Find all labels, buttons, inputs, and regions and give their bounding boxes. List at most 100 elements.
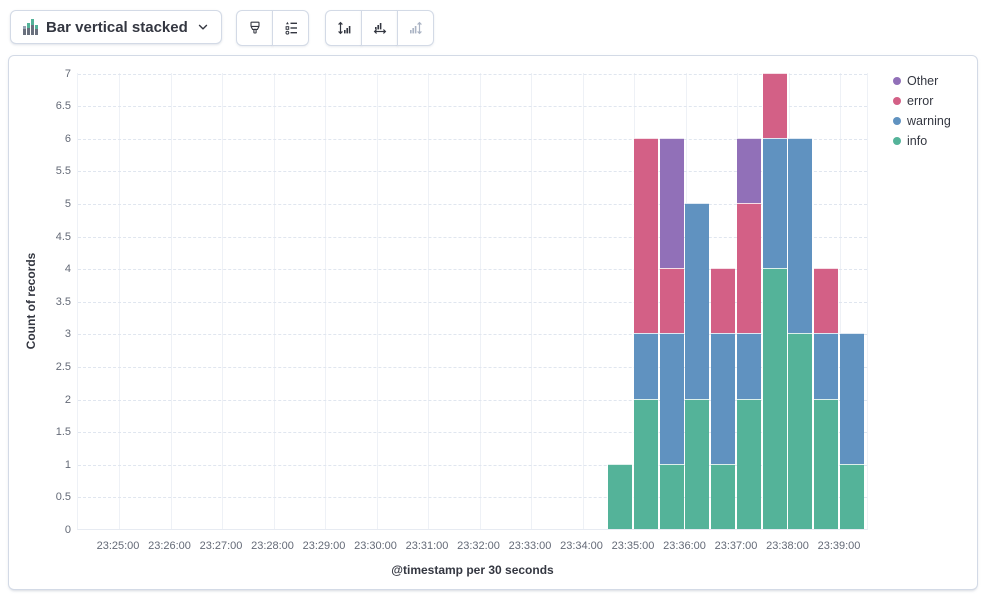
legend-label: info — [907, 134, 928, 148]
bar-segment-warning[interactable] — [814, 333, 838, 399]
y-tick-label: 4.5 — [55, 230, 71, 243]
bar-segment-warning[interactable] — [711, 333, 735, 464]
y-tick-label: 5 — [64, 198, 71, 210]
bar-segment-error[interactable] — [762, 72, 787, 138]
chart-toolbar: Bar vertical stacked — [0, 0, 987, 55]
legend-dot-icon — [893, 77, 901, 85]
x-tick-label: 23:30:00 — [354, 540, 397, 552]
bar-segment-info[interactable] — [839, 463, 864, 529]
vertical-gridline — [170, 73, 172, 529]
horizontal-gridline — [78, 106, 867, 108]
right-axis-icon — [408, 20, 424, 36]
bar-segment-info[interactable] — [633, 398, 658, 529]
bar-segment-warning[interactable] — [633, 333, 658, 399]
y-tick-label: 1 — [64, 458, 71, 471]
legend-item-info[interactable]: info — [893, 134, 951, 148]
bar-segment-error[interactable] — [633, 137, 658, 334]
y-axis-title: Count of records — [24, 252, 38, 350]
y-tick-label: 6 — [64, 132, 71, 145]
y-tick-label: 3 — [64, 328, 71, 341]
bar-segment-Other[interactable] — [659, 137, 684, 269]
vertical-gridline — [840, 73, 841, 529]
y-tick-label: 7 — [64, 67, 71, 80]
axis-button-group — [325, 10, 434, 46]
vertical-gridline — [531, 73, 532, 529]
x-tick-label: 23:25:00 — [96, 540, 140, 552]
legend-item-error[interactable]: error — [893, 94, 951, 108]
horizontal-gridline — [78, 269, 867, 271]
brush-icon — [247, 20, 263, 36]
bottom-axis-button[interactable] — [361, 10, 398, 46]
bar-segment-info[interactable] — [788, 333, 813, 529]
horizontal-gridline — [78, 236, 867, 238]
bar-segment-info[interactable] — [736, 398, 761, 529]
horizontal-gridline — [78, 171, 867, 173]
chart-panel: Count of records 0 0.5 1 1.5 2 2.5 3 3.5 4 4.5 5 5.… — [8, 55, 978, 590]
horizontal-gridline — [78, 497, 867, 499]
horizontal-gridline — [78, 301, 867, 303]
horizontal-gridline — [78, 204, 867, 205]
legend-list-icon — [283, 20, 299, 36]
vertical-gridline — [273, 73, 275, 529]
legend-dot-icon — [893, 137, 901, 145]
left-axis-icon — [336, 20, 352, 36]
bar-segment-warning[interactable] — [839, 333, 864, 464]
x-tick-label: 23:32:00 — [457, 540, 500, 552]
horizontal-gridline — [78, 73, 867, 75]
bar-segment-warning[interactable] — [659, 333, 684, 464]
bar-segment-info[interactable] — [608, 463, 632, 529]
legend-dot-icon — [893, 117, 901, 125]
horizontal-gridline — [78, 334, 867, 336]
y-tick-label: 0.5 — [55, 491, 71, 504]
x-tick-label: 23:37:00 — [714, 540, 758, 552]
bar-segment-warning[interactable] — [762, 137, 787, 269]
vertical-gridline — [376, 73, 378, 529]
vertical-gridline — [325, 73, 326, 529]
bar-segment-Other[interactable] — [736, 137, 761, 203]
legend-item-warning[interactable]: warning — [893, 114, 951, 128]
x-axis-title: @timestamp per 30 seconds — [391, 563, 554, 577]
chart-type-switcher[interactable]: Bar vertical stacked — [10, 10, 222, 44]
x-tick-label: 23:29:00 — [302, 540, 346, 552]
x-tick-label: 23:39:00 — [817, 540, 861, 552]
bar-segment-warning[interactable] — [736, 333, 761, 399]
y-tick-label: 4 — [64, 263, 71, 276]
legend-item-Other[interactable]: Other — [893, 74, 951, 88]
plot-area — [77, 72, 868, 530]
right-axis-button[interactable] — [397, 10, 434, 46]
bar-segment-error[interactable] — [814, 268, 838, 334]
x-tick-label: 23:34:00 — [560, 540, 603, 552]
legend-label: Other — [907, 74, 939, 88]
vertical-gridline — [479, 73, 481, 529]
bar-segment-warning[interactable] — [788, 137, 813, 334]
chevron-down-icon — [196, 20, 210, 34]
horizontal-gridline — [78, 432, 867, 434]
bar-segment-info[interactable] — [659, 463, 684, 529]
visual-options-button[interactable] — [236, 10, 273, 46]
bar-segment-info[interactable] — [711, 463, 735, 529]
y-tick-label: 0 — [64, 524, 71, 536]
x-tick-label: 23:33:00 — [508, 540, 552, 552]
vertical-gridline — [119, 73, 120, 529]
bar-segment-info[interactable] — [762, 268, 787, 529]
horizontal-gridline — [78, 367, 867, 368]
legend-settings-button[interactable] — [272, 10, 309, 46]
bar-vertical-stacked-icon — [23, 19, 38, 35]
y-tick-label: 1.5 — [55, 426, 71, 439]
x-tick-label: 23:28:00 — [251, 540, 294, 552]
x-tick-label: 23:36:00 — [663, 540, 706, 552]
y-tick-label: 2 — [64, 393, 71, 406]
bar-segment-warning[interactable] — [685, 203, 710, 399]
bar-segment-info[interactable] — [685, 398, 710, 529]
horizontal-gridline — [78, 138, 867, 140]
chart-type-label: Bar vertical stacked — [46, 18, 188, 36]
bar-segment-info[interactable] — [814, 398, 838, 529]
y-tick-label: 5.5 — [55, 165, 71, 178]
y-tick-label: 2.5 — [55, 361, 71, 373]
left-axis-button[interactable] — [325, 10, 362, 46]
bar-segment-error[interactable] — [711, 268, 735, 334]
bar-segment-error[interactable] — [659, 268, 684, 334]
bar-segment-error[interactable] — [736, 203, 761, 334]
vertical-gridline — [582, 73, 584, 529]
style-button-group — [236, 10, 309, 46]
